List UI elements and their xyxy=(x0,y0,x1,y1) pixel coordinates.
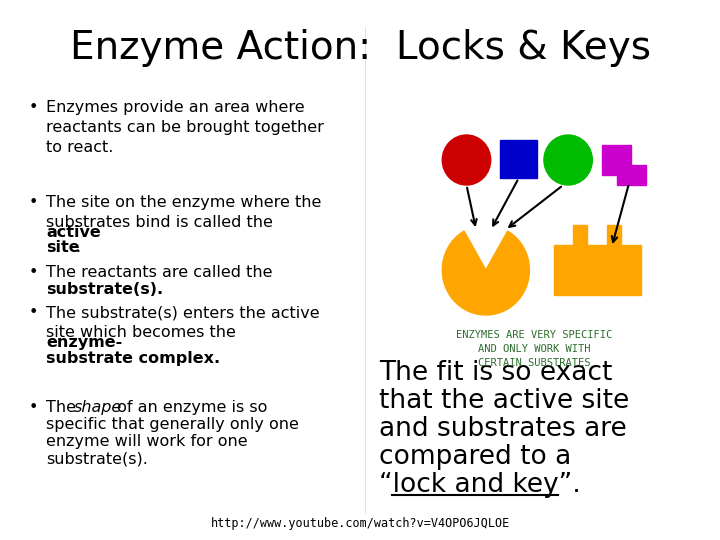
Text: •: • xyxy=(29,195,38,210)
Text: •: • xyxy=(29,265,38,280)
Circle shape xyxy=(442,135,491,185)
Text: of an enzyme is so: of an enzyme is so xyxy=(112,400,268,415)
Polygon shape xyxy=(442,231,529,315)
Text: •: • xyxy=(29,100,38,115)
Text: The substrate(s) enters the active
site which becomes the: The substrate(s) enters the active site … xyxy=(46,305,320,340)
Polygon shape xyxy=(602,145,646,185)
Text: substrate complex.: substrate complex. xyxy=(46,351,220,366)
Text: The fit is so exact: The fit is so exact xyxy=(379,360,613,386)
Bar xyxy=(500,140,537,178)
Text: The reactants are called the: The reactants are called the xyxy=(46,265,273,280)
Text: that the active site: that the active site xyxy=(379,388,629,414)
Text: “lock and key”.: “lock and key”. xyxy=(379,472,581,498)
Text: active: active xyxy=(46,225,101,240)
Text: enzyme-: enzyme- xyxy=(46,335,122,350)
Text: Enzymes provide an area where
reactants can be brought together
to react.: Enzymes provide an area where reactants … xyxy=(46,100,324,154)
Text: compared to a: compared to a xyxy=(379,444,572,470)
Text: •: • xyxy=(29,400,38,415)
Text: .: . xyxy=(76,240,81,255)
Text: ENZYMES ARE VERY SPECIFIC
AND ONLY WORK WITH
CERTAIN SUBSTRATES: ENZYMES ARE VERY SPECIFIC AND ONLY WORK … xyxy=(456,330,613,368)
Text: http://www.youtube.com/watch?v=V4OPO6JQLOE: http://www.youtube.com/watch?v=V4OPO6JQL… xyxy=(210,517,510,530)
Text: and substrates are: and substrates are xyxy=(379,416,627,442)
Polygon shape xyxy=(554,225,641,295)
Text: specific that generally only one: specific that generally only one xyxy=(46,417,300,432)
Text: The site on the enzyme where the
substrates bind is called the: The site on the enzyme where the substra… xyxy=(46,195,322,230)
Text: •: • xyxy=(29,305,38,320)
Text: site: site xyxy=(46,240,80,255)
Text: shape: shape xyxy=(73,400,122,415)
Text: Enzyme Action:  Locks & Keys: Enzyme Action: Locks & Keys xyxy=(70,29,650,67)
Text: substrate(s).: substrate(s). xyxy=(46,451,148,466)
Text: substrate(s).: substrate(s). xyxy=(46,282,163,297)
Circle shape xyxy=(544,135,593,185)
Text: enzyme will work for one: enzyme will work for one xyxy=(46,434,248,449)
Text: The: The xyxy=(46,400,81,415)
